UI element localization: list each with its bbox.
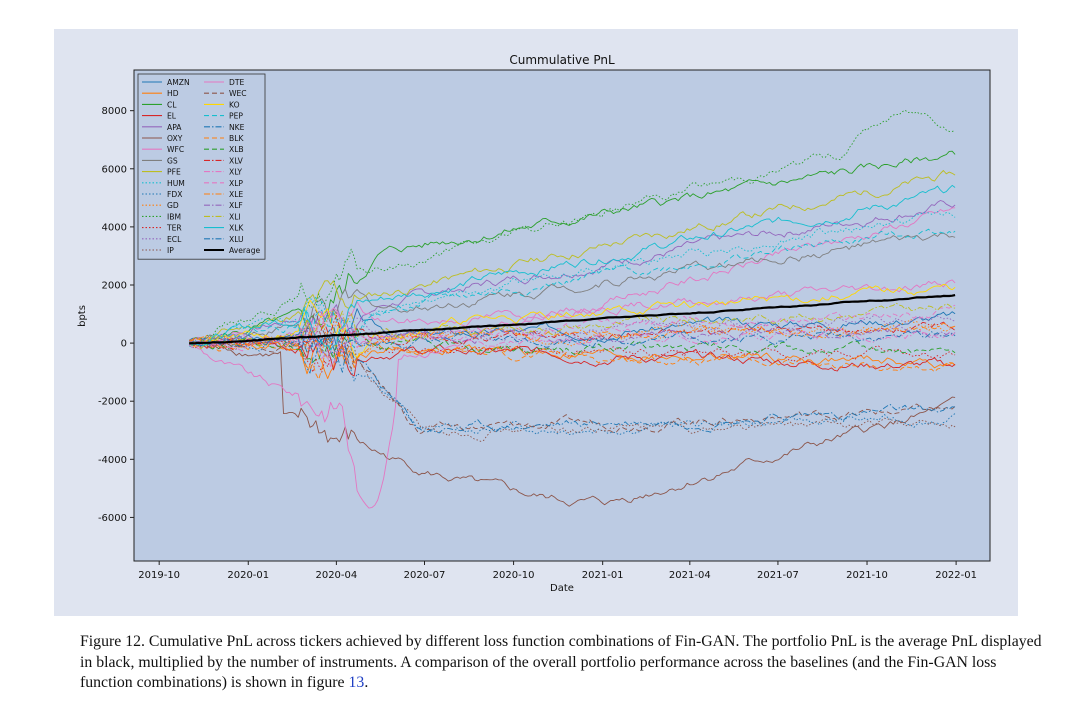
x-tick-label: 2021-04 (669, 570, 711, 581)
legend-label: GS (167, 156, 178, 165)
x-tick-label: 2021-01 (582, 570, 624, 581)
legend-label: IBM (167, 212, 181, 221)
legend-label: XLU (229, 235, 244, 244)
legend-box (137, 73, 266, 260)
legend-label: EL (167, 112, 177, 121)
legend-label: NKE (229, 123, 245, 132)
legend-label: IP (167, 246, 174, 255)
series-line-average (189, 294, 956, 345)
x-tick-label: 2020-10 (493, 570, 535, 581)
chart-title: Cummulative PnL (509, 53, 615, 67)
series-line-xlv (188, 314, 956, 351)
series-line-ko (189, 283, 956, 358)
y-tick-label: -6000 (98, 513, 127, 524)
series-line-pep (188, 228, 956, 348)
legend-label: DTE (229, 78, 244, 87)
x-tick-label: 2019-10 (138, 570, 180, 581)
legend-label: TER (166, 224, 182, 233)
y-tick-label: -4000 (98, 455, 127, 466)
legend-label: GD (167, 201, 179, 210)
legend: AMZN HD CL EL APA OXY WFC GS PFE HUM FDX GD IBM TER EC… (137, 73, 266, 260)
legend-label: XLK (229, 224, 244, 233)
legend-label: XLB (229, 145, 244, 154)
figure-caption: Figure 12. Cumulative PnL across tickers… (80, 632, 1052, 694)
legend-label: WEC (229, 89, 247, 98)
series-line-gd (189, 312, 956, 356)
legend-label: AMZN (167, 78, 190, 87)
legend-label: PFE (167, 168, 181, 177)
y-tick-label: 0 (121, 339, 127, 350)
figure-reference-link[interactable]: 13 (348, 674, 365, 691)
legend-label: BLK (229, 134, 244, 143)
series-line-xlu (188, 330, 956, 373)
x-tick-label: 2020-04 (315, 570, 357, 581)
series-line-xlf (189, 324, 956, 358)
y-tick-label: -2000 (98, 397, 127, 408)
series-line-xlb (189, 328, 956, 363)
legend-label: CL (167, 100, 177, 109)
legend-label: PEP (229, 112, 243, 121)
legend-label: KO (229, 100, 240, 109)
y-tick-label: 6000 (102, 164, 127, 175)
series-layer (188, 109, 956, 509)
legend-label: HD (167, 89, 179, 98)
y-tick-label: 2000 (102, 280, 127, 291)
y-tick-label: 8000 (102, 106, 127, 117)
series-line-pfe (189, 170, 956, 344)
legend-label: WFC (167, 145, 184, 154)
x-tick-label: 2022-01 (935, 570, 977, 581)
x-tick-label: 2020-07 (404, 570, 446, 581)
legend-label: Average (229, 246, 261, 255)
series-line-xle (189, 322, 956, 369)
series-line-ibm (188, 109, 956, 346)
figure-panel: Cummulative PnL 2019-10 2020-01 2020-04 202… (54, 29, 1018, 616)
legend-label: HUM (167, 179, 185, 188)
pnl-chart: Cummulative PnL 2019-10 2020-01 2020-04 202… (77, 53, 991, 594)
y-tick-label: 4000 (102, 222, 127, 233)
series-line-nke (188, 325, 956, 434)
series-line-ecl (188, 313, 956, 363)
legend-label: OXY (167, 134, 183, 143)
legend-label: XLV (229, 156, 244, 165)
series-line-xli (188, 302, 956, 350)
legend-label: ECL (167, 235, 182, 244)
x-axis-label: Date (550, 583, 574, 594)
series-line-dte (189, 279, 956, 346)
series-line-xly (188, 311, 956, 352)
caption-tail: . (364, 674, 369, 691)
y-axis-label: bpts (77, 305, 88, 327)
caption-text: Figure 12. Cumulative PnL across tickers… (80, 633, 1042, 691)
legend-label: XLF (229, 201, 243, 210)
series-line-hum (188, 210, 956, 346)
series-line-wec (189, 308, 956, 435)
legend-label: XLY (229, 168, 242, 177)
axis-layer: 2019-10 2020-01 2020-04 2020-07 2020-10 2021-… (98, 106, 977, 581)
legend-label: XLE (229, 190, 243, 199)
x-tick-label: 2021-10 (846, 570, 888, 581)
x-tick-label: 2020-01 (227, 570, 269, 581)
series-line-cl (189, 150, 956, 343)
series-line-xlp (188, 304, 956, 367)
series-line-apa (188, 200, 956, 346)
series-line-oxy (188, 340, 956, 507)
series-line-blk (189, 330, 956, 380)
legend-label: FDX (167, 190, 182, 199)
legend-label: XLP (229, 179, 243, 188)
x-tick-label: 2021-07 (757, 570, 799, 581)
legend-label: XLI (229, 212, 241, 221)
legend-label: APA (167, 123, 182, 132)
